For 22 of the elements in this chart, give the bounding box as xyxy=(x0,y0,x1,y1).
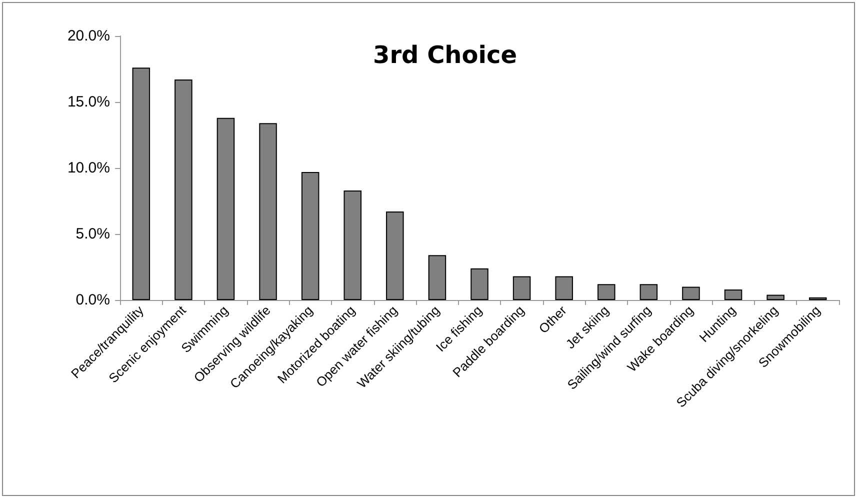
bar xyxy=(174,80,192,300)
bar xyxy=(216,118,235,300)
bar xyxy=(724,289,742,300)
bar xyxy=(344,190,362,300)
bar xyxy=(766,294,784,300)
bar xyxy=(470,268,488,300)
y-tick-label: 10.0% xyxy=(67,160,110,176)
bar xyxy=(682,286,700,300)
bar xyxy=(132,68,150,300)
y-tick-label: 0.0% xyxy=(76,292,110,308)
chart-title: 3rd Choice xyxy=(373,41,517,69)
bar xyxy=(301,172,320,300)
bar xyxy=(259,123,277,300)
bar xyxy=(555,276,573,300)
bar xyxy=(386,212,404,300)
bar xyxy=(428,255,446,300)
y-tick-label: 20.0% xyxy=(67,28,110,44)
bar xyxy=(640,284,658,300)
bar xyxy=(512,276,531,300)
y-tick-label: 15.0% xyxy=(67,94,110,110)
y-tick-label: 5.0% xyxy=(76,226,110,242)
bar xyxy=(598,284,616,300)
